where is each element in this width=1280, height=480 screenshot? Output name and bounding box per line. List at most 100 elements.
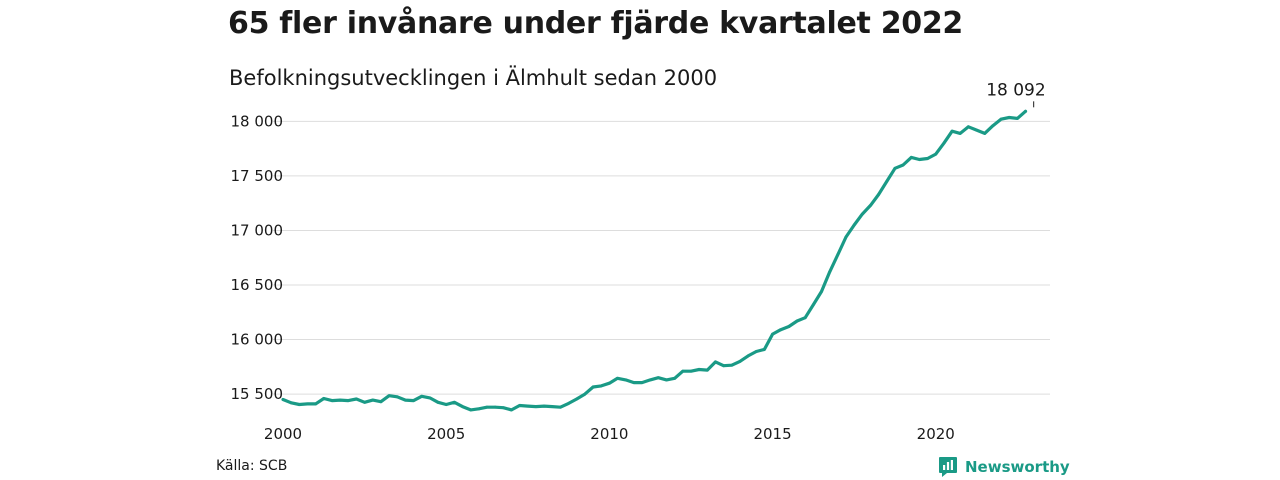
data-point xyxy=(355,397,358,401)
data-point xyxy=(746,354,750,358)
x-tick-label: 2005 xyxy=(427,425,465,443)
data-point xyxy=(934,152,938,156)
brand: Newsworthy xyxy=(938,456,1070,478)
newsworthy-logo-icon xyxy=(939,457,957,477)
data-point xyxy=(983,131,987,135)
data-point xyxy=(640,381,644,385)
data-point xyxy=(452,400,456,404)
data-point xyxy=(689,369,693,373)
data-point xyxy=(485,405,489,409)
data-point xyxy=(665,378,668,382)
chart-title: 65 fler invånare under fjärde kvartalet … xyxy=(228,6,963,41)
y-tick-label: 16 500 xyxy=(231,276,284,294)
data-point xyxy=(950,129,954,133)
data-point xyxy=(469,408,473,412)
data-point xyxy=(697,368,701,371)
data-point xyxy=(526,404,530,408)
data-point xyxy=(338,398,342,402)
y-tick-label: 15 500 xyxy=(231,385,284,403)
y-tick-label: 16 000 xyxy=(231,331,284,349)
x-axis-tick-labels: 2000 2005 2010 2015 2020 xyxy=(264,425,955,443)
x-tick-label: 2000 xyxy=(264,425,302,443)
data-point xyxy=(591,385,595,389)
data-point xyxy=(722,364,726,368)
data-point xyxy=(583,392,587,396)
data-point xyxy=(510,408,513,412)
data-point xyxy=(387,394,391,398)
data-point xyxy=(795,319,799,323)
data-point xyxy=(730,363,734,367)
data-point xyxy=(714,360,717,364)
data-point xyxy=(297,403,301,406)
data-point xyxy=(754,350,758,353)
data-point xyxy=(428,396,432,400)
data-point xyxy=(1024,109,1027,113)
grid-lines xyxy=(273,120,1050,395)
data-point xyxy=(330,399,334,403)
data-point xyxy=(444,403,448,406)
data-point xyxy=(477,407,481,411)
data-point xyxy=(542,404,546,408)
data-point xyxy=(673,376,677,380)
data-point xyxy=(412,399,415,403)
data-point xyxy=(363,400,366,404)
data-point xyxy=(803,316,807,320)
data-point xyxy=(811,303,815,307)
data-point xyxy=(395,395,399,399)
data-point xyxy=(999,117,1003,121)
data-point xyxy=(967,125,970,129)
data-point xyxy=(656,376,660,380)
data-point xyxy=(1007,116,1011,119)
chart-subtitle: Befolkningsutvecklingen i Älmhult sedan … xyxy=(229,66,718,90)
data-point xyxy=(550,405,554,409)
brand-name: Newsworthy xyxy=(965,458,1070,476)
data-point xyxy=(624,378,628,382)
data-point xyxy=(1015,117,1019,120)
data-point xyxy=(885,179,889,183)
data-point xyxy=(705,368,709,372)
data-point xyxy=(787,325,791,328)
x-tick-label: 2010 xyxy=(590,425,628,443)
data-point xyxy=(403,398,407,402)
series-line xyxy=(281,109,1028,412)
data-point xyxy=(371,398,375,402)
data-point xyxy=(461,405,464,409)
data-point xyxy=(991,124,995,128)
data-point xyxy=(281,398,285,401)
data-point xyxy=(901,163,905,167)
data-point xyxy=(632,381,636,385)
data-point xyxy=(942,141,946,145)
data-point xyxy=(314,402,318,406)
series-layer xyxy=(281,109,1028,412)
data-point xyxy=(828,270,832,274)
data-point xyxy=(616,376,619,380)
data-point xyxy=(681,369,685,373)
data-point xyxy=(958,131,962,135)
y-tick-label: 17 000 xyxy=(231,221,284,239)
data-point xyxy=(322,397,326,400)
data-point xyxy=(379,400,383,404)
data-point xyxy=(877,193,881,196)
y-tick-label: 17 500 xyxy=(231,167,284,185)
data-point xyxy=(289,401,293,405)
data-point xyxy=(926,157,930,160)
data-point xyxy=(501,406,505,410)
data-point xyxy=(607,381,611,385)
data-point xyxy=(738,359,742,363)
y-tick-label: 18 000 xyxy=(231,112,284,130)
data-point xyxy=(975,128,978,132)
data-point xyxy=(836,253,840,256)
data-point xyxy=(567,401,570,405)
x-tick-label: 2020 xyxy=(917,425,955,443)
data-point xyxy=(844,235,848,239)
data-point xyxy=(869,203,872,207)
annotation-layer: 18 092 xyxy=(986,80,1046,108)
data-point xyxy=(559,405,562,409)
data-point xyxy=(860,212,864,216)
data-point xyxy=(534,405,538,409)
data-point xyxy=(518,404,522,407)
data-point xyxy=(893,166,897,170)
data-point xyxy=(779,328,783,332)
data-point xyxy=(763,347,766,351)
